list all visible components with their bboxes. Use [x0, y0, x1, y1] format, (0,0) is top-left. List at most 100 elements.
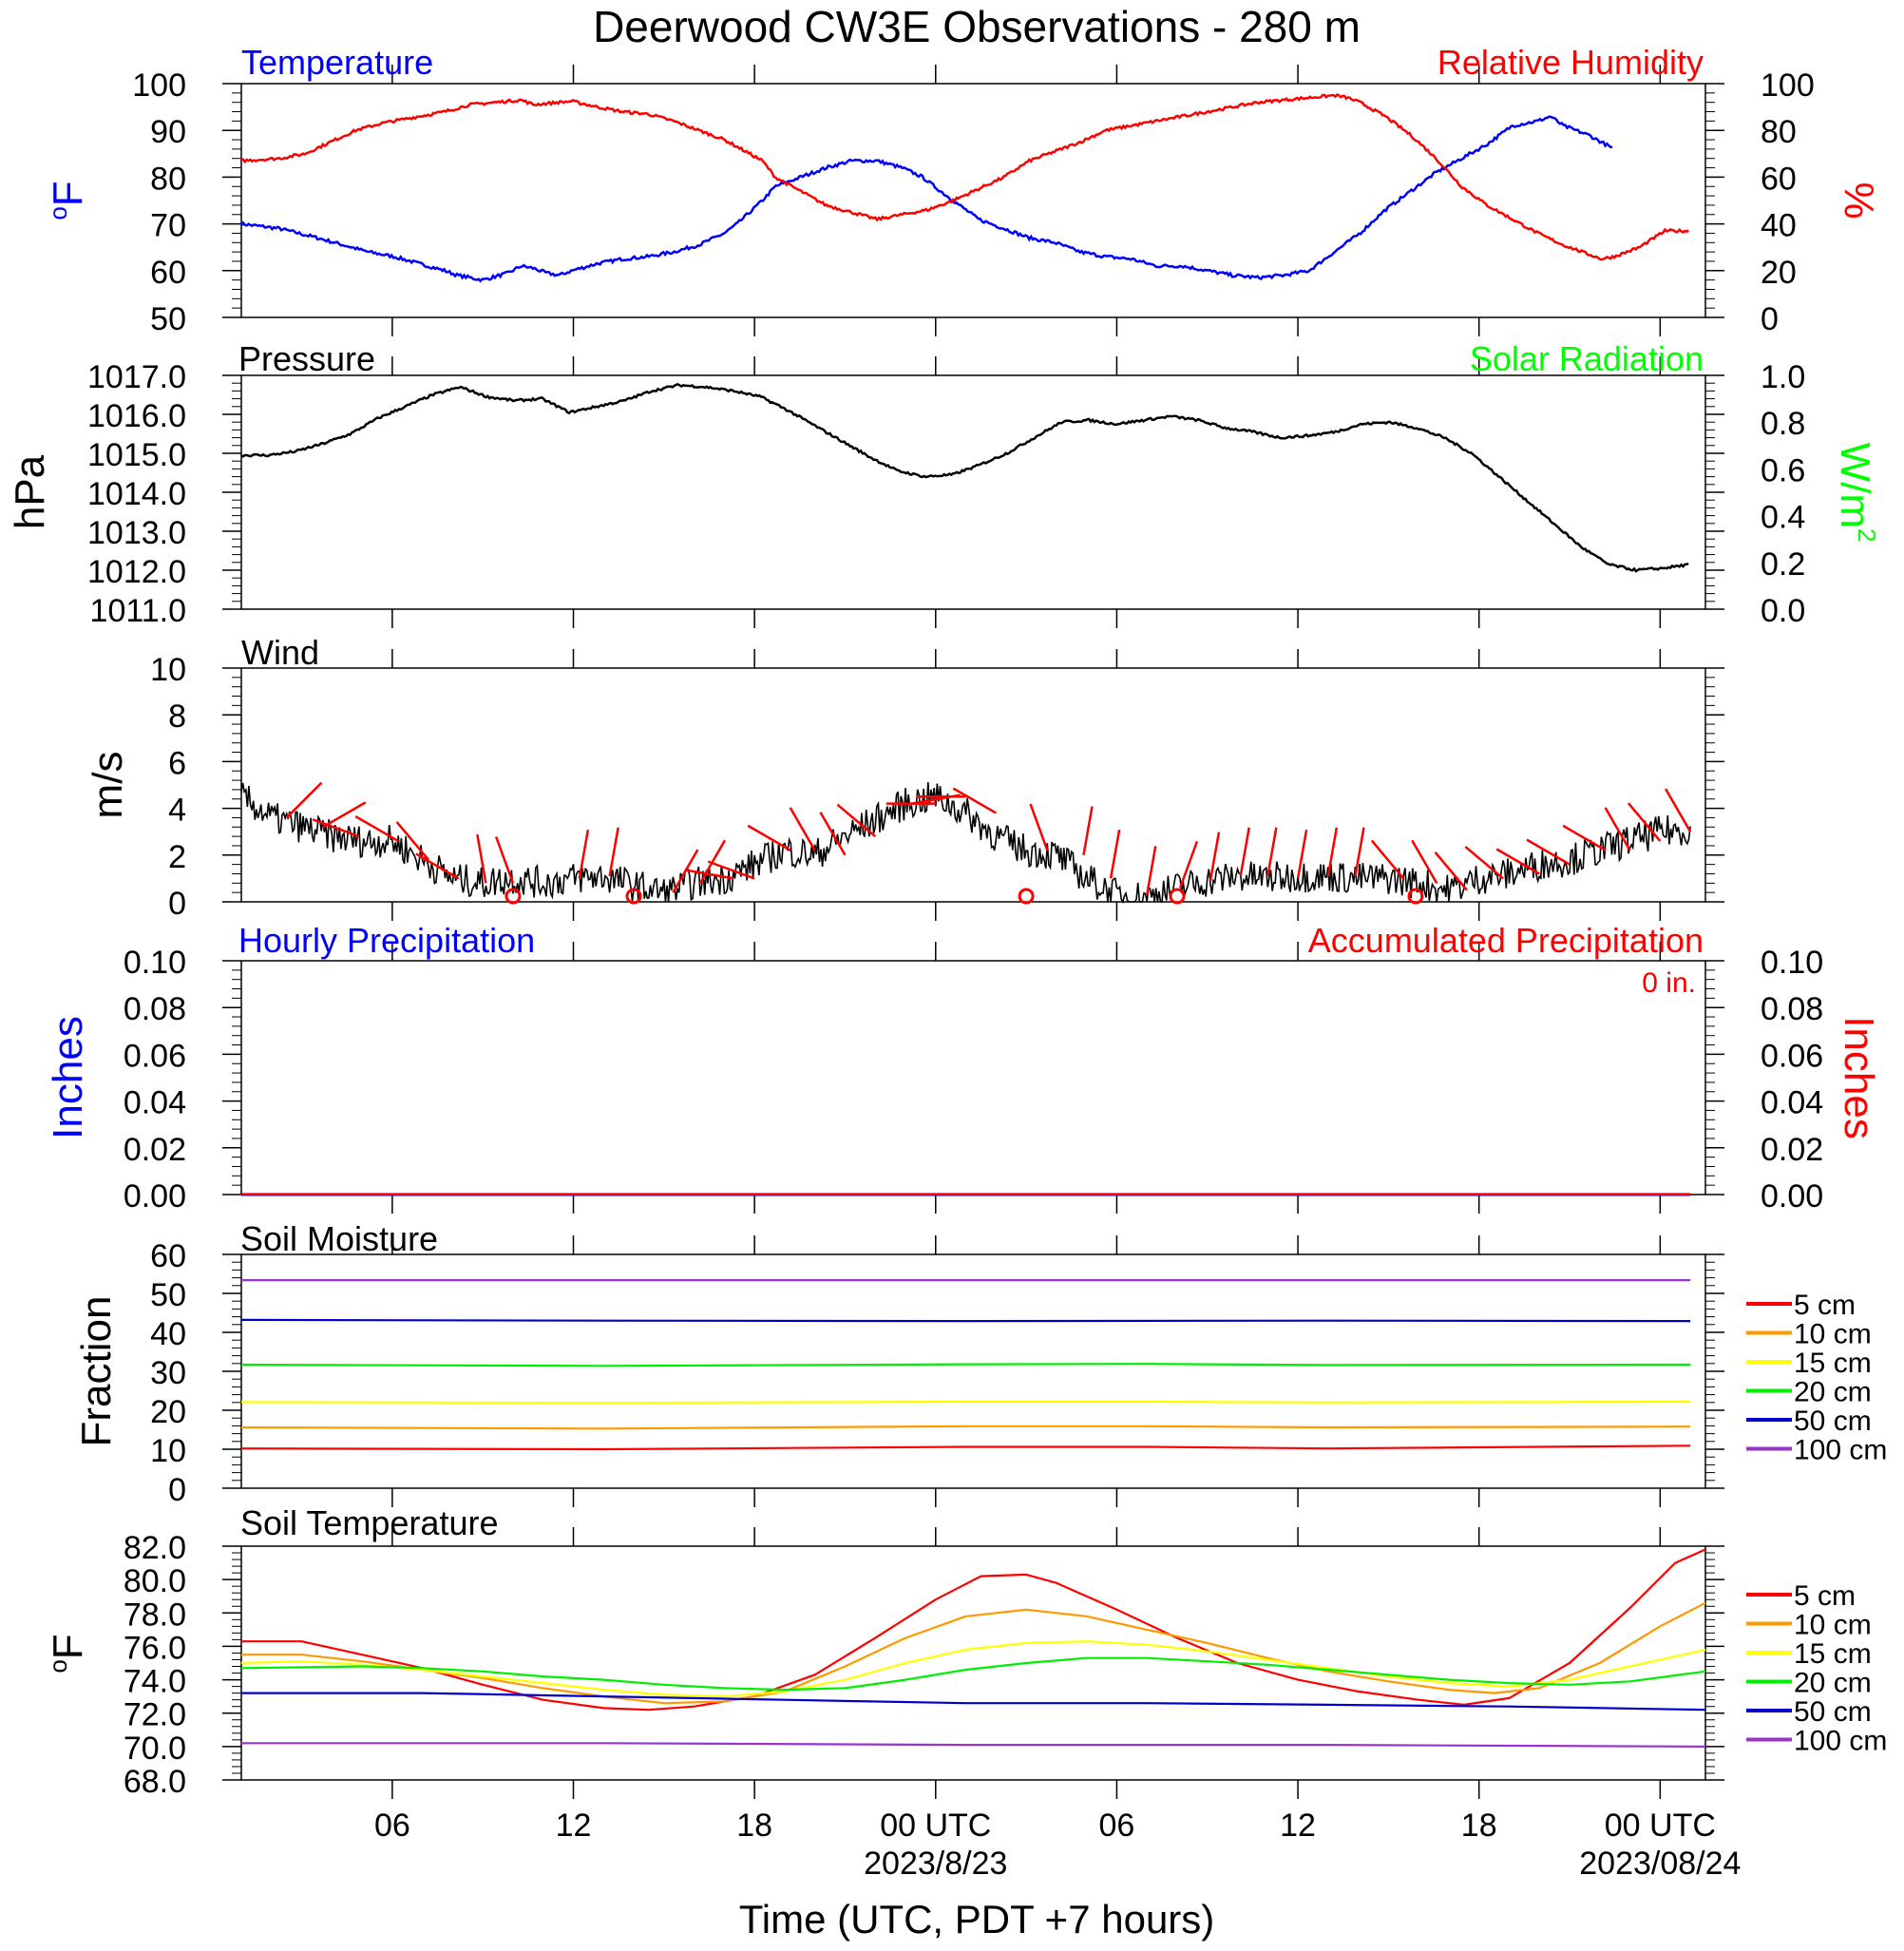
left-tick-label: 0.08	[124, 991, 186, 1027]
right-tick-label: 20	[1761, 255, 1797, 291]
legend-label: 100 cm	[1794, 1726, 1887, 1757]
left-tick-label: 1013.0	[87, 515, 186, 551]
wind-barb	[322, 801, 367, 829]
x-tick-label: 06	[374, 1808, 410, 1844]
calm-wind-marker	[1169, 888, 1186, 905]
soil-temp-line	[241, 1601, 1706, 1705]
left-tick-label: 0.04	[124, 1085, 186, 1121]
wind-barb	[1296, 829, 1308, 879]
right-tick-label: 0	[1761, 301, 1779, 337]
pressure-frame	[240, 374, 1706, 610]
left-tick-label: 40	[150, 1316, 186, 1352]
right-tick-label: 1.0	[1761, 359, 1805, 395]
x-date-label: 2023/08/24	[1579, 1846, 1741, 1882]
wind-barb	[1604, 807, 1631, 851]
x-tick-label: 18	[736, 1808, 772, 1844]
soil-temp-title: Soil Temperature	[240, 1503, 498, 1542]
left-tick-label: 80	[150, 161, 186, 197]
wind-barb	[415, 852, 460, 880]
right-tick-label: 0.04	[1761, 1085, 1823, 1121]
soil-moisture-line	[240, 1363, 1691, 1368]
precip-frame	[240, 960, 1706, 1195]
left-tick-label: 0	[168, 886, 186, 922]
legend-label: 50 cm	[1794, 1406, 1872, 1437]
pressure-unit: hPa	[7, 454, 53, 529]
temp-rh-panel: 100 90 80 70 60 50 100 80 60 40 20 0 Temperature Rela…	[44, 43, 1882, 337]
soil-moisture-unit: Fraction	[73, 1296, 120, 1447]
left-tick-label: 1012.0	[87, 554, 186, 590]
soil-moisture-title: Soil Moisture	[240, 1219, 438, 1258]
wind-barb	[952, 787, 997, 814]
wind-barb	[698, 839, 727, 884]
soil-moisture-line	[240, 1444, 1691, 1451]
right-tick-label: 0.08	[1761, 991, 1823, 1027]
left-tick-label: 0	[168, 1472, 186, 1508]
calm-wind-marker	[1018, 888, 1035, 905]
right-tick-label: 0.02	[1761, 1132, 1823, 1168]
left-tick-label: 8	[168, 698, 186, 735]
temperature-unit: oF	[44, 181, 91, 220]
legend-label: 50 cm	[1794, 1696, 1872, 1728]
right-tick-label: 0.2	[1761, 546, 1805, 583]
x-axis-title: Time (UTC, PDT +7 hours)	[739, 1897, 1215, 1941]
accum-precip-value: 0 in.	[1642, 967, 1696, 999]
wind-barb	[684, 869, 734, 880]
temp-rh-frame	[240, 83, 1706, 318]
left-tick-label: 2	[168, 839, 186, 875]
pressure-title: Pressure	[238, 339, 375, 378]
wind-barb	[836, 803, 877, 838]
wind-panel: 10 8 6 4 2 0 Wind m/s	[85, 633, 1724, 922]
left-tick-label: 10	[150, 1433, 186, 1469]
soil-temp-panel: 82.080.078.076.074.072.070.068.0 Soil Tem…	[44, 1503, 1887, 1800]
left-tick-label: 0.02	[124, 1132, 186, 1168]
humidity-line	[240, 93, 1689, 261]
wind-barb	[354, 814, 399, 843]
right-tick-label: 0.6	[1761, 452, 1805, 488]
wind-barb	[1434, 851, 1468, 891]
solar-unit: W/m2	[1832, 443, 1881, 543]
accum-precip-title: Accumulated Precipitation	[1308, 921, 1704, 960]
right-tick-label: 0.00	[1761, 1178, 1823, 1215]
solar-title: Solar Radiation	[1470, 339, 1704, 378]
wind-barbs	[285, 781, 1692, 905]
wind-barb	[1029, 803, 1049, 851]
left-tick-label: 80.0	[124, 1563, 186, 1599]
wind-barb	[494, 836, 515, 884]
soil-temp-line	[241, 1548, 1706, 1712]
left-tick-label: 70	[150, 208, 186, 244]
wind-barb	[1209, 832, 1221, 882]
x-tick-label: 06	[1099, 1808, 1135, 1844]
precip-panel: 0.10 0.08 0.06 0.04 0.02 0.00 0.10 0.08 0.06 0.04…	[45, 921, 1882, 1215]
wind-barb	[1411, 839, 1438, 884]
soil-moisture-line	[240, 1400, 1691, 1405]
wind-barb	[1627, 802, 1662, 842]
legend-label: 5 cm	[1794, 1580, 1856, 1612]
wind-barb	[707, 860, 755, 880]
right-tick-label: 100	[1761, 67, 1815, 104]
hourly-precip-unit: Inches	[45, 1016, 91, 1139]
left-tick-label: 0.06	[124, 1038, 186, 1074]
left-tick-label: 100	[132, 67, 186, 104]
soil-temp-line	[240, 1640, 1706, 1698]
pressure-line	[240, 382, 1689, 573]
right-tick-label: 80	[1761, 114, 1797, 150]
left-tick-label: 70.0	[124, 1731, 186, 1767]
calm-wind-marker	[625, 888, 642, 905]
wind-unit: m/s	[85, 752, 131, 819]
wind-barb	[1178, 840, 1199, 889]
soil-temp-line	[241, 1692, 1706, 1712]
left-tick-label: 6	[168, 745, 186, 781]
legend-label: 20 cm	[1794, 1668, 1872, 1699]
x-tick-label: 12	[556, 1808, 592, 1844]
wind-barb	[1495, 848, 1540, 875]
left-tick-label: 74.0	[124, 1664, 186, 1700]
left-tick-label: 0.10	[124, 945, 186, 981]
wind-barb	[1326, 827, 1339, 877]
legend-label: 15 cm	[1794, 1348, 1872, 1379]
legend-label: 10 cm	[1794, 1319, 1872, 1350]
right-tick-label: 0.8	[1761, 406, 1805, 442]
wind-barb	[1082, 806, 1094, 856]
